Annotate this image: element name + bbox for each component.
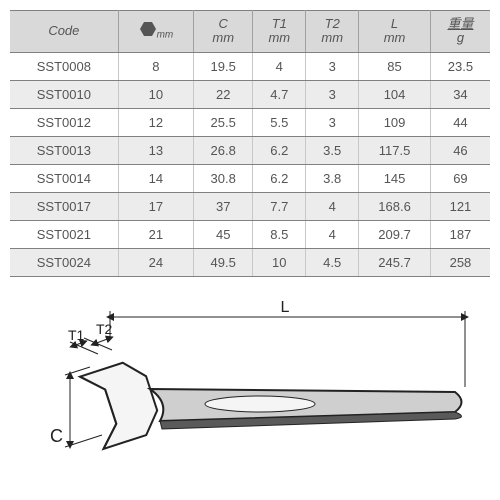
table-cell: 14: [118, 164, 193, 192]
hex-icon: [139, 21, 157, 40]
table-row: SST00242449.5104.5245.7258: [10, 248, 490, 276]
table-cell: SST0013: [10, 136, 118, 164]
table-cell: 209.7: [359, 220, 431, 248]
table-cell: 6.2: [253, 164, 306, 192]
table-cell: 245.7: [359, 248, 431, 276]
table-cell: 30.8: [194, 164, 253, 192]
table-cell: 4.7: [253, 80, 306, 108]
table-row: SST00121225.55.5310944: [10, 108, 490, 136]
table-cell: 187: [430, 220, 490, 248]
table-cell: 19.5: [194, 52, 253, 80]
table-cell: 25.5: [194, 108, 253, 136]
col-weight: 重量 g: [430, 11, 490, 53]
table-cell: 69: [430, 164, 490, 192]
table-cell: 7.7: [253, 192, 306, 220]
col-code-label: Code: [48, 23, 79, 38]
table-cell: 17: [118, 192, 193, 220]
col-l-sub: mm: [384, 30, 406, 45]
table-cell: 117.5: [359, 136, 431, 164]
table-cell: SST0014: [10, 164, 118, 192]
header-row: Code mm C mm T1 mm T2 mm: [10, 11, 490, 53]
table-cell: 85: [359, 52, 431, 80]
label-t1: T1: [68, 327, 85, 343]
col-c: C mm: [194, 11, 253, 53]
table-cell: 145: [359, 164, 431, 192]
table-cell: 6.2: [253, 136, 306, 164]
table-cell: 34: [430, 80, 490, 108]
table-cell: 3: [306, 80, 359, 108]
table-cell: 3.8: [306, 164, 359, 192]
col-code: Code: [10, 11, 118, 53]
table-cell: 4: [306, 220, 359, 248]
table-cell: 4: [253, 52, 306, 80]
table-cell: 8.5: [253, 220, 306, 248]
col-t2: T2 mm: [306, 11, 359, 53]
table-cell: 4.5: [306, 248, 359, 276]
col-t2-label: T2: [325, 16, 340, 31]
table-cell: SST0017: [10, 192, 118, 220]
table-cell: SST0010: [10, 80, 118, 108]
table-cell: 3.5: [306, 136, 359, 164]
spec-table: Code mm C mm T1 mm T2 mm: [10, 10, 490, 277]
col-t2-sub: mm: [321, 30, 343, 45]
table-cell: 104: [359, 80, 431, 108]
table-cell: SST0024: [10, 248, 118, 276]
table-cell: 37: [194, 192, 253, 220]
table-row: SST002121458.54209.7187: [10, 220, 490, 248]
table-cell: 13: [118, 136, 193, 164]
table-cell: SST0008: [10, 52, 118, 80]
table-cell: 49.5: [194, 248, 253, 276]
table-cell: 10: [118, 80, 193, 108]
table-cell: SST0012: [10, 108, 118, 136]
col-t1: T1 mm: [253, 11, 306, 53]
table-cell: 22: [194, 80, 253, 108]
table-cell: 46: [430, 136, 490, 164]
wrench-diagram: L T1 T2 C: [10, 297, 490, 477]
col-t1-label: T1: [272, 16, 287, 31]
table-cell: SST0021: [10, 220, 118, 248]
col-c-label: C: [219, 16, 228, 31]
table-row: SST001717377.74168.6121: [10, 192, 490, 220]
table-cell: 26.8: [194, 136, 253, 164]
col-weight-sub: g: [457, 30, 464, 45]
table-cell: 45: [194, 220, 253, 248]
table-cell: 109: [359, 108, 431, 136]
table-cell: 3: [306, 108, 359, 136]
table-row: SST00141430.86.23.814569: [10, 164, 490, 192]
table-cell: 4: [306, 192, 359, 220]
table-cell: 258: [430, 248, 490, 276]
col-l-label: L: [391, 16, 398, 31]
col-t1-sub: mm: [268, 30, 290, 45]
col-weight-label: 重量: [447, 16, 473, 31]
table-cell: 5.5: [253, 108, 306, 136]
col-c-sub: mm: [212, 30, 234, 45]
col-size-sub: mm: [157, 30, 174, 41]
table-row: SST0008819.5438523.5: [10, 52, 490, 80]
col-size: mm: [118, 11, 193, 53]
table-cell: 44: [430, 108, 490, 136]
table-row: SST001010224.7310434: [10, 80, 490, 108]
table-cell: 8: [118, 52, 193, 80]
col-l: L mm: [359, 11, 431, 53]
table-row: SST00131326.86.23.5117.546: [10, 136, 490, 164]
table-cell: 21: [118, 220, 193, 248]
table-cell: 168.6: [359, 192, 431, 220]
label-c: C: [50, 426, 63, 446]
label-l: L: [281, 299, 290, 316]
table-cell: 121: [430, 192, 490, 220]
table-cell: 24: [118, 248, 193, 276]
table-cell: 12: [118, 108, 193, 136]
table-cell: 23.5: [430, 52, 490, 80]
label-t2: T2: [96, 321, 113, 337]
table-cell: 3: [306, 52, 359, 80]
table-cell: 10: [253, 248, 306, 276]
